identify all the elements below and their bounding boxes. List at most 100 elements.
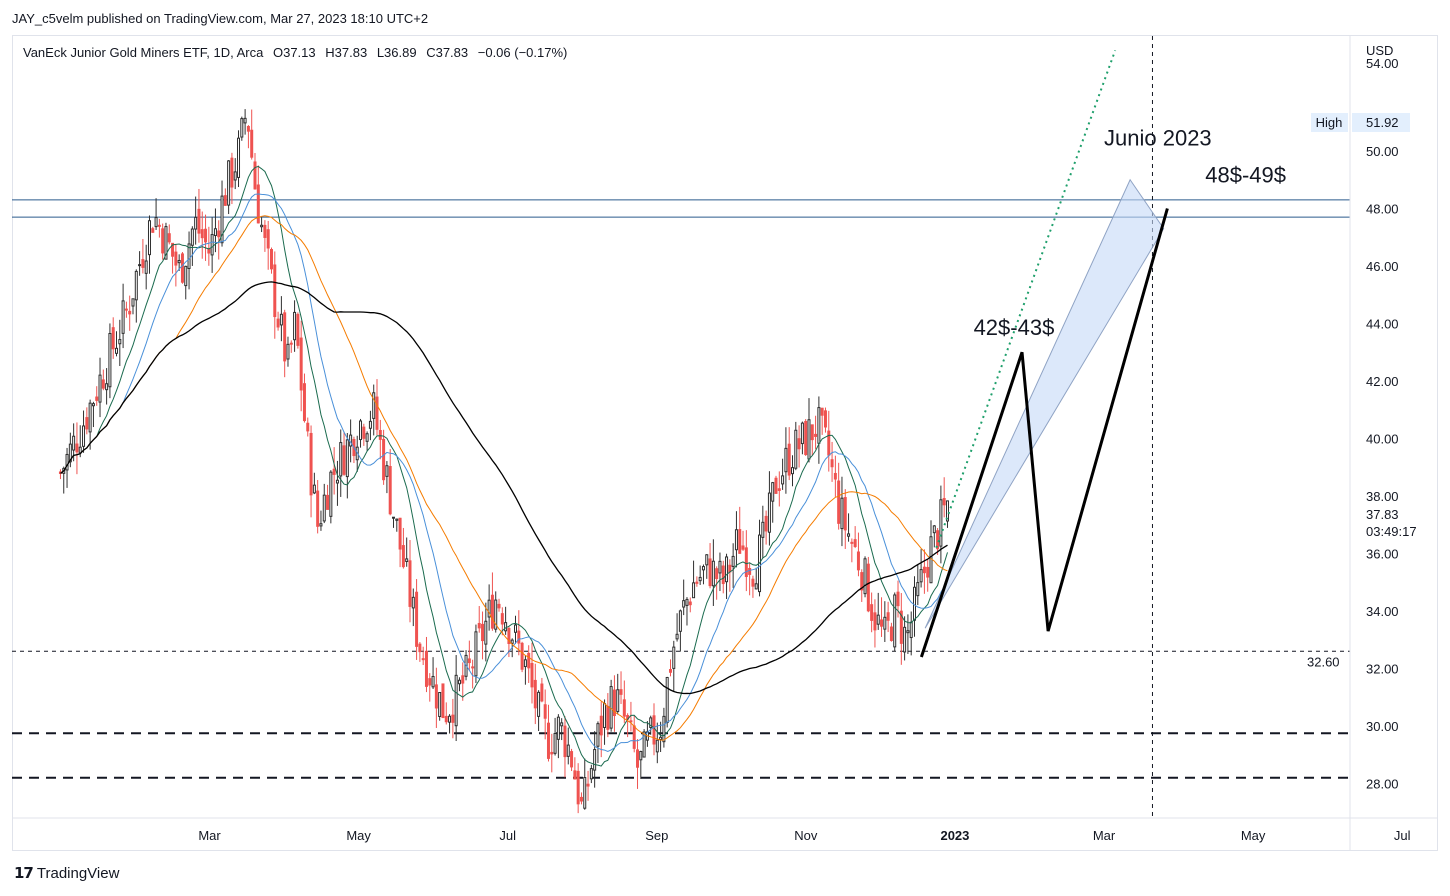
candle-body [738,529,742,554]
candle-body [200,229,204,239]
candle-body [942,498,946,506]
candle-body [514,624,518,633]
x-tick-label: Sep [645,828,668,843]
symbol-name: VanEck Junior Gold Miners ETF, 1D, Arca [23,45,264,60]
candle-body [550,751,554,755]
candle-body [741,545,745,550]
candle-body [309,432,313,496]
candle-body [296,313,300,346]
candle-body [814,433,818,437]
candle-body [269,249,273,270]
last-price-label: 37.83 [1366,507,1399,522]
candle-body [606,705,610,730]
candle-body [299,337,303,391]
candle-body [701,566,705,571]
x-tick-label: Jul [499,828,516,843]
y-tick-label: 32.00 [1366,662,1399,677]
candle-body [698,576,702,582]
y-tick-label: 34.00 [1366,604,1399,619]
candle-body [678,610,682,632]
symbol-legend: VanEck Junior Gold Miners ETF, 1D, Arca … [23,45,573,60]
candle-body [533,679,537,709]
candle-body [418,643,422,653]
candle-body [230,157,234,188]
candle-body [279,313,283,326]
candle-body [164,226,168,260]
candle-body [926,566,930,578]
candle-body [725,556,729,583]
candle-body [197,208,201,234]
candle-body [705,554,709,566]
candle-body [448,715,452,723]
candle-body [790,467,794,475]
candle-body [276,318,280,328]
candle-body [688,601,692,606]
candle-body [863,558,867,595]
candle-body [286,343,290,360]
annotation-text: Junio 2023 [1104,125,1212,150]
candle-body [860,572,864,591]
candle-body [474,631,478,677]
currency-label[interactable]: USD [1366,43,1394,58]
candle-body [751,578,755,587]
high-badge-label: High [1316,115,1343,130]
candle-body [804,420,808,456]
candle-body [213,228,217,237]
candle-body [893,594,897,648]
candle-body [302,383,306,422]
moving-average-line [60,165,948,767]
x-tick-label: Mar [1093,828,1116,843]
candle-body [886,612,890,621]
candle-body [98,374,102,403]
candle-body [629,720,633,723]
candle-body [642,731,646,758]
moving-average-line [60,215,948,741]
candle-body [668,669,672,673]
candle-body [385,465,389,477]
candle-body [922,566,926,574]
candle-body [833,472,837,480]
candle-body [194,216,198,230]
candle-body [810,424,814,441]
candle-body [520,642,524,670]
footer-brand[interactable]: 𝟭𝟳 TradingView [14,864,119,883]
candle-body [563,725,567,758]
candle-body [250,129,254,158]
candle-body [171,242,175,257]
candle-body [359,420,363,441]
candle-body [339,442,343,477]
candle-body [556,716,560,740]
candle-body [682,600,686,608]
candle-body [899,610,903,644]
candle-body [118,339,122,345]
candle-body [457,679,461,685]
x-tick-label: Nov [794,828,818,843]
candle-body [391,516,395,519]
candle-body [471,666,475,669]
candle-body [411,596,415,609]
candle-body [204,228,208,243]
x-tick-label: 2023 [940,828,969,843]
candle-body [662,715,666,743]
candle-body [876,614,880,625]
candle-body [138,264,142,267]
candle-body [820,407,824,416]
candle-body [774,477,778,494]
candle-body [919,569,923,583]
candle-body [718,560,722,574]
y-tick-label: 36.00 [1366,547,1399,562]
candle-body [342,445,346,475]
candle-body [91,403,95,407]
candle-body [500,613,504,625]
candle-body [537,691,541,717]
candle-body [504,622,508,632]
x-tick-label: Jul [1394,828,1411,843]
candle-body [451,714,455,723]
candle-body [507,627,511,644]
candle-body [326,494,330,510]
candle-body [253,161,257,190]
candle-body [936,530,940,550]
candle-body [794,429,798,469]
candle-body [827,430,831,456]
